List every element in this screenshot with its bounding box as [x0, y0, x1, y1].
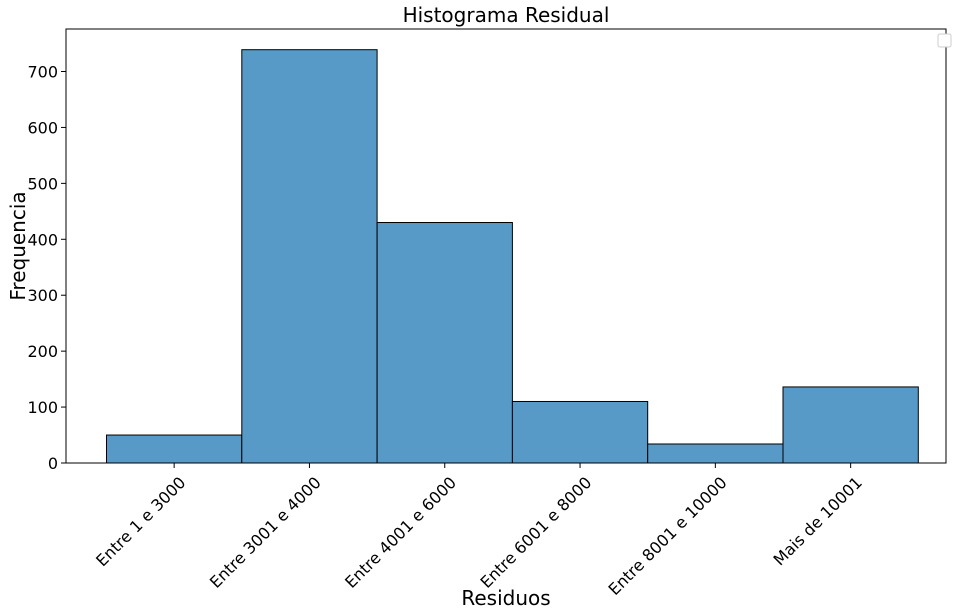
y-tick-label: 300 [27, 286, 58, 305]
x-tick-label: Entre 4001 e 6000 [341, 473, 460, 592]
bar-2 [241, 49, 378, 464]
x-axis-title: Residuos [461, 586, 550, 610]
bar-4 [511, 400, 649, 464]
x-tick-label: Entre 1 e 3000 [92, 473, 189, 570]
y-tick-label: 200 [27, 342, 58, 361]
y-tick-label: 100 [27, 398, 58, 417]
y-tick-label: 500 [27, 174, 58, 193]
y-tick-label: 700 [27, 63, 58, 82]
legend-box [937, 33, 952, 48]
chart-title: Histograma Residual [403, 3, 610, 27]
bar-3 [376, 222, 513, 464]
y-axis-title: Frequencia [6, 191, 30, 300]
bar-6 [782, 386, 919, 464]
y-tick-label: 0 [48, 454, 58, 473]
bar-1 [106, 434, 243, 464]
bars-group [106, 49, 919, 464]
x-tick-label: Entre 3001 e 4000 [206, 473, 325, 592]
x-tick-label: Entre 8001 e 10000 [605, 473, 731, 599]
y-tick-label: 400 [27, 230, 58, 249]
y-axis-ticks: 0 100 200 300 400 500 600 700 [27, 63, 66, 473]
bar-5 [647, 443, 784, 464]
x-tick-label: Entre 6001 e 8000 [476, 473, 595, 592]
x-tick-label: Mais de 10001 [769, 473, 865, 569]
x-axis-ticks: Entre 1 e 3000 Entre 3001 e 4000 Entre 400… [92, 463, 866, 599]
plot-frame [65, 28, 947, 464]
y-tick-label: 600 [27, 118, 58, 137]
